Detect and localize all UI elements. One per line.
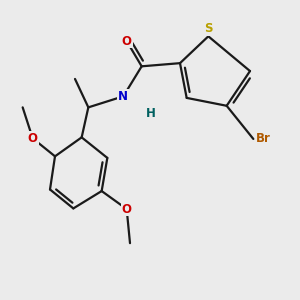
Text: O: O [28, 132, 38, 145]
Text: H: H [146, 107, 156, 120]
Text: O: O [122, 34, 132, 48]
Text: N: N [118, 90, 128, 103]
Text: O: O [122, 202, 132, 216]
Text: S: S [204, 22, 213, 35]
Text: Br: Br [256, 132, 271, 146]
